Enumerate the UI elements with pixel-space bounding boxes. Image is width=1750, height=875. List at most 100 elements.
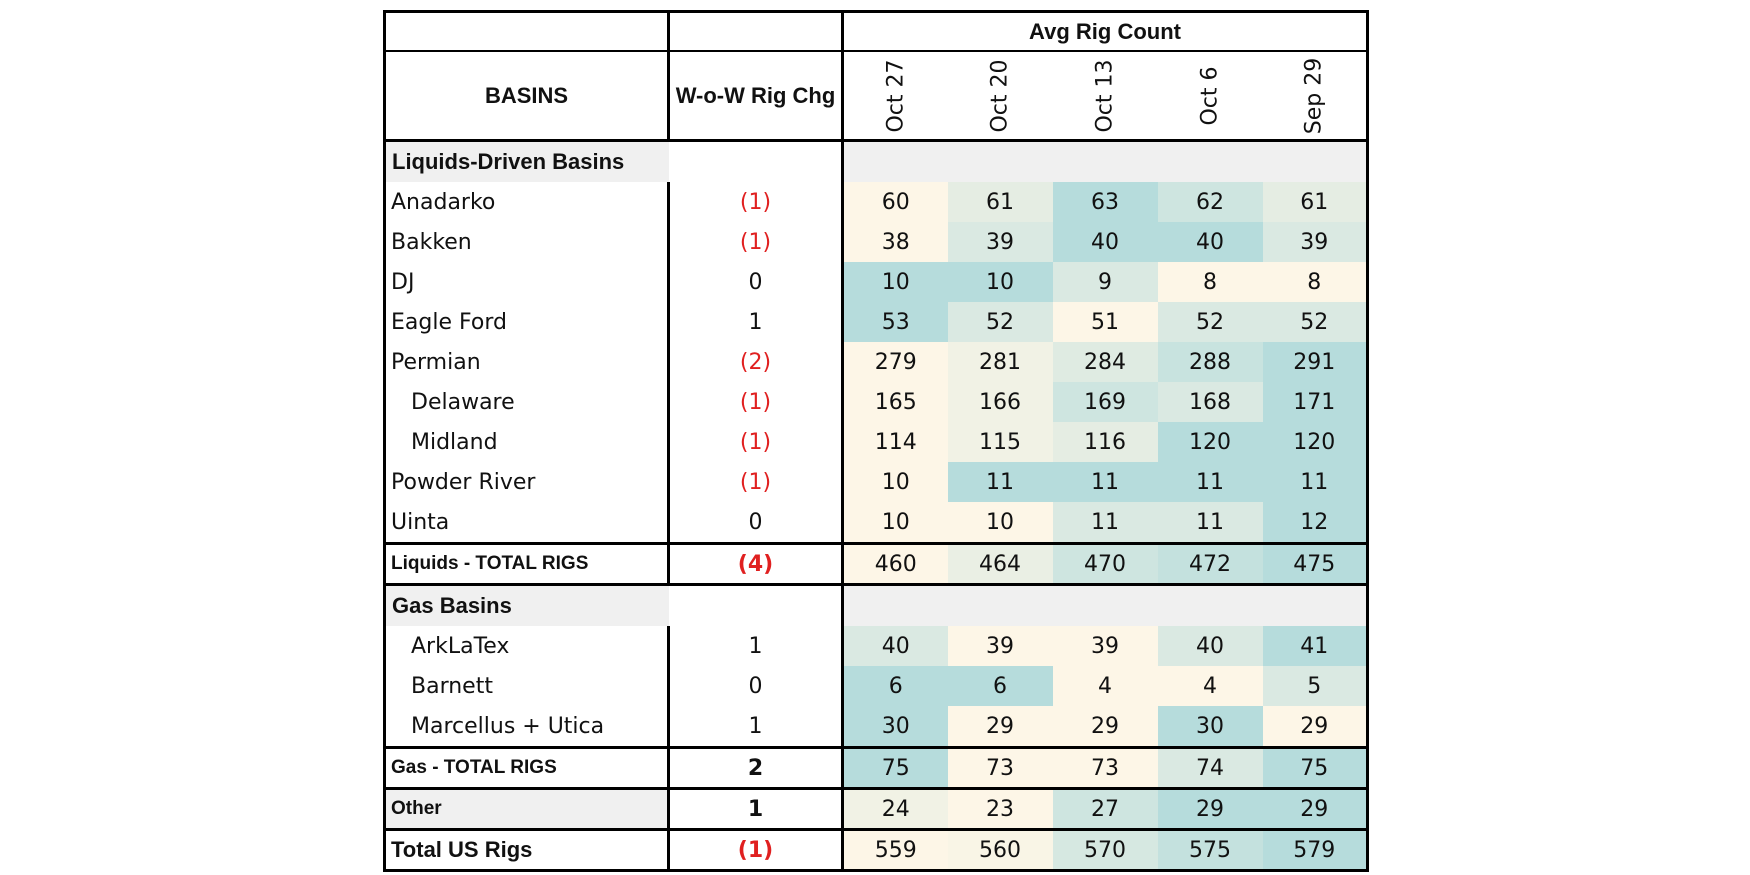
week-header: Oct 27 (842, 51, 948, 142)
other-row: Other 1 24 23 27 29 29 (384, 787, 1368, 831)
rig-count-cell: 10 (842, 462, 948, 502)
rig-count-cell: 61 (947, 182, 1053, 222)
week-header: Sep 29 (1262, 51, 1368, 142)
rig-count-cell: 114 (842, 422, 948, 462)
table-row: Anadarko (1) 60 61 63 62 61 (384, 182, 1368, 222)
total-row: Total US Rigs (1) 559 560 570 575 579 (384, 828, 1368, 872)
table-row: Midland (1) 114 115 116 120 120 (384, 422, 1368, 462)
rig-count-cell: 30 (1157, 706, 1263, 748)
wow-change: (1) (668, 828, 844, 872)
wow-change: 0 (668, 666, 844, 706)
rig-count-cell: 75 (1262, 746, 1368, 790)
rig-count-cell: 29 (1052, 706, 1158, 748)
rig-count-cell: 73 (947, 746, 1053, 790)
rig-count-cell: 8 (1157, 262, 1263, 302)
wow-change: (1) (668, 182, 844, 222)
rig-count-cell: 560 (947, 828, 1053, 872)
rig-count-cell: 475 (1262, 542, 1368, 586)
rig-count-cell: 579 (1262, 828, 1368, 872)
rig-count-cell: 120 (1262, 422, 1368, 462)
rig-count-cell: 75 (842, 746, 948, 790)
rig-count-cell: 30 (842, 706, 948, 748)
table-row: Marcellus + Utica 1 30 29 29 30 29 (384, 706, 1368, 748)
rig-count-cell: 6 (842, 666, 948, 706)
wow-change: (4) (668, 542, 844, 586)
rig-count-cell: 63 (1052, 182, 1158, 222)
rig-count-cell: 281 (947, 342, 1053, 382)
week-label: Oct 6 (1197, 65, 1223, 126)
rig-count-cell: 53 (842, 302, 948, 342)
rig-count-cell: 470 (1052, 542, 1158, 586)
basin-name: Barnett (384, 666, 670, 706)
basin-name: Bakken (384, 222, 670, 262)
basin-name: Eagle Ford (384, 302, 670, 342)
wow-change: 1 (668, 787, 844, 831)
rig-count-cell: 11 (1052, 462, 1158, 502)
week-label: Oct 13 (1092, 58, 1118, 133)
table-row: Delaware (1) 165 166 169 168 171 (384, 382, 1368, 422)
rig-count-cell: 464 (947, 542, 1053, 586)
week-label: Oct 20 (987, 58, 1013, 133)
basin-name: Midland (384, 422, 670, 462)
rig-count-cell: 169 (1052, 382, 1158, 422)
rig-count-cell: 4 (1157, 666, 1263, 706)
table-row: Uinta 0 10 10 11 11 12 (384, 502, 1368, 544)
basin-name: Marcellus + Utica (384, 706, 670, 748)
basin-name: Delaware (384, 382, 670, 422)
rig-count-cell: 51 (1052, 302, 1158, 342)
rig-count-cell: 62 (1157, 182, 1263, 222)
rig-count-cell: 60 (842, 182, 948, 222)
rig-count-cell: 40 (1157, 626, 1263, 666)
rig-count-cell: 39 (1262, 222, 1368, 262)
table-row: Eagle Ford 1 53 52 51 52 52 (384, 302, 1368, 342)
rig-count-cell: 10 (842, 502, 948, 544)
rig-count-cell: 11 (1157, 462, 1263, 502)
rig-count-cell: 61 (1262, 182, 1368, 222)
wow-change: 1 (668, 626, 844, 666)
basins-header: BASINS (384, 51, 670, 142)
rig-count-cell: 29 (1157, 787, 1263, 831)
section-label: Liquids-Driven Basins (384, 140, 669, 182)
table-row: DJ 0 10 10 9 8 8 (384, 262, 1368, 302)
rig-count-cell: 52 (1157, 302, 1263, 342)
table-row: Powder River (1) 10 11 11 11 11 (384, 462, 1368, 502)
rig-count-cell: 11 (1157, 502, 1263, 544)
week-header: Oct 13 (1052, 51, 1158, 142)
rig-count-cell: 27 (1052, 787, 1158, 831)
rig-count-cell: 10 (947, 262, 1053, 302)
basin-name: Gas - TOTAL RIGS (384, 746, 670, 790)
blank-header-cell (384, 11, 670, 52)
rig-count-cell: 575 (1157, 828, 1263, 872)
table-title: Avg Rig Count (842, 11, 1368, 52)
rig-count-cell: 11 (1262, 462, 1368, 502)
rig-count-cell: 10 (842, 262, 948, 302)
rig-count-cell: 166 (947, 382, 1053, 422)
rig-count-cell: 73 (1052, 746, 1158, 790)
basin-name: Uinta (384, 502, 670, 544)
rig-count-cell: 8 (1262, 262, 1368, 302)
week-header: Oct 6 (1157, 51, 1263, 142)
rig-count-cell: 39 (1052, 626, 1158, 666)
rig-count-cell: 29 (947, 706, 1053, 748)
rig-count-cell: 570 (1052, 828, 1158, 872)
table-row: ArkLaTex 1 40 39 39 40 41 (384, 626, 1368, 666)
basin-name: Total US Rigs (384, 828, 670, 872)
basin-name: Liquids - TOTAL RIGS (384, 542, 670, 586)
wow-change: 0 (668, 502, 844, 544)
rig-count-cell: 472 (1157, 542, 1263, 586)
rig-count-cell: 116 (1052, 422, 1158, 462)
table-row: Bakken (1) 38 39 40 40 39 (384, 222, 1368, 262)
wow-change-header: W-o-W Rig Chg (668, 51, 844, 142)
rig-count-cell: 120 (1157, 422, 1263, 462)
week-header: Oct 20 (947, 51, 1053, 142)
rig-count-cell: 74 (1157, 746, 1263, 790)
rig-count-cell: 11 (1052, 502, 1158, 544)
rig-count-cell: 24 (842, 787, 948, 831)
rig-count-table: Avg Rig Count BASINS W-o-W Rig Chg Oct 2… (383, 10, 1369, 872)
rig-count-cell: 284 (1052, 342, 1158, 382)
wow-change: (1) (668, 382, 844, 422)
wow-change: (1) (668, 222, 844, 262)
basin-name: Powder River (384, 462, 670, 502)
rig-count-cell: 279 (842, 342, 948, 382)
rig-count-cell: 10 (947, 502, 1053, 544)
